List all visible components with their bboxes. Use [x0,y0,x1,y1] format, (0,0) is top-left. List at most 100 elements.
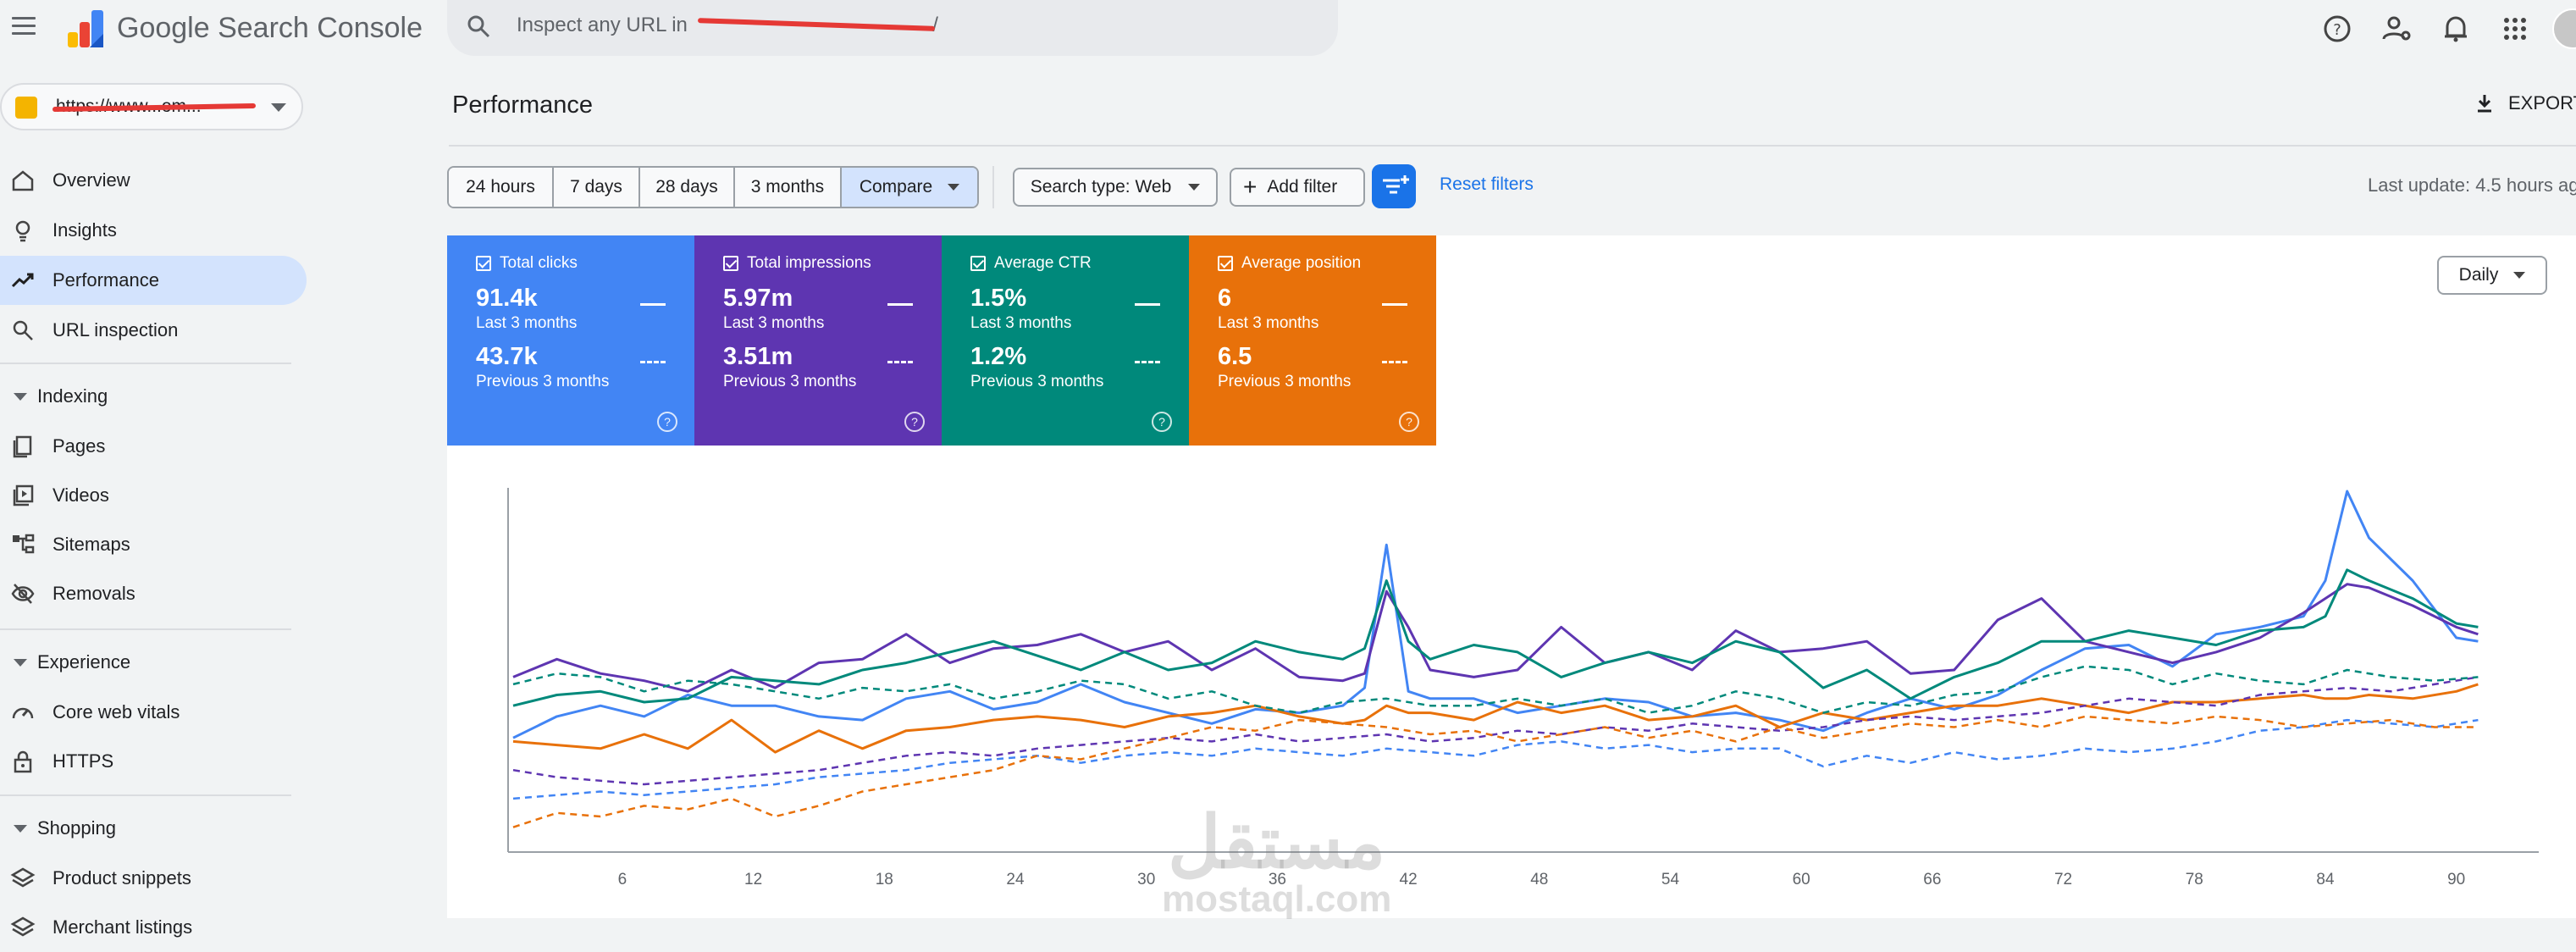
metric-previous-value: 1.2% [970,343,1027,370]
checkbox-icon[interactable] [970,256,986,271]
range-chip-7-days[interactable]: 7 days [554,168,640,207]
sidebar-item-label: Pages [53,435,106,457]
help-icon[interactable]: ? [1399,412,1419,432]
chevron-down-icon [948,184,960,191]
search-console-logo [68,10,103,47]
sidebar-section-experience[interactable]: Experience [0,645,130,679]
sidebar-item-insights[interactable]: Insights [0,206,307,255]
url-inspect-search-bar[interactable]: Inspect any URL in / [447,0,1338,56]
series-line-6-dashed [512,665,2479,714]
x-tick-label: 84 [2316,871,2335,888]
sidebar-section-indexing[interactable]: Indexing [0,379,108,413]
metric-previous-value: 43.7k [476,343,538,370]
sidebar-item-removals[interactable]: Removals [0,569,307,618]
metric-value: 6 [1218,285,1232,312]
metric-tile-total-clicks[interactable]: Total clicks 91.4k Last 3 months 43.7k P… [447,235,694,446]
checkbox-icon[interactable] [1218,256,1233,271]
sidebar-item-label: Videos [53,484,109,506]
chevron-down-icon [271,103,286,112]
search-icon [13,320,33,340]
metric-title: Average position [1241,254,1362,272]
search-type-label: Search type: Web [1030,177,1172,196]
download-icon [2478,95,2491,113]
x-tick-label: 12 [744,871,762,888]
sidebar-item-core-web-vitals[interactable]: Core web vitals [0,688,307,737]
granularity-label: Daily [2458,265,2499,285]
range-chip-28-days[interactable]: 28 days [640,168,735,207]
sidebar-item-merchant-listings[interactable]: Merchant listings [0,903,307,952]
lock-icon [14,750,32,773]
sidebar-section-title: Indexing [37,385,108,407]
range-chip-3-months[interactable]: 3 months [735,168,842,207]
sidebar-item-overview[interactable]: Overview [0,156,307,205]
help-icon[interactable]: ? [1152,412,1172,432]
search-input[interactable]: Inspect any URL in / [517,14,938,37]
export-button[interactable]: EXPORT [2473,91,2576,115]
filter-options-button[interactable] [1372,164,1416,208]
sidebar-item-label: Core web vitals [53,701,180,722]
help-icon[interactable]: ? [904,412,925,432]
notifications-icon[interactable] [2439,12,2473,46]
apps-icon[interactable] [2498,12,2532,46]
metric-previous-value: 3.51m [723,343,793,370]
sidebar-item-label: HTTPS [53,750,114,772]
sidebar-divider [0,363,291,364]
x-tick-label: 60 [1793,871,1810,888]
search-type-filter[interactable]: Search type: Web [1013,168,1218,207]
metric-title: Average CTR [994,254,1092,272]
series-line-4-dashed [512,718,2479,800]
x-tick-label: 42 [1400,871,1418,888]
metric-period: Last 3 months [476,314,578,332]
layers-icon [10,916,36,937]
sidebar-item-url-inspection[interactable]: URL inspection [0,306,307,355]
x-tick-label: 78 [2186,871,2203,888]
add-filter-button[interactable]: + Add filter [1230,168,1365,207]
filter-divider [992,166,994,208]
dashed-line-legend [640,361,666,363]
site-favicon [15,97,37,119]
dashed-line-legend [887,361,913,363]
sidebar-item-videos[interactable]: Videos [0,471,307,520]
search-url-suffix: / [932,14,938,36]
granularity-select[interactable]: Daily [2437,256,2547,295]
sidebar-item-https[interactable]: HTTPS [0,737,307,786]
svg-text:?: ? [2333,21,2341,39]
help-icon[interactable]: ? [657,412,677,432]
performance-chart: 6 12 18 24 30 36 42 48 54 60 66 72 78 84 90 [507,488,2539,888]
manage-users-icon[interactable] [2380,12,2413,46]
range-chip-24-hours[interactable]: 24 hours [449,168,554,207]
compare-label: Compare [859,177,933,196]
filter-list-icon [1383,175,1409,194]
x-tick-label: 48 [1530,871,1548,888]
metric-period: Last 3 months [723,314,825,332]
eye-off-icon [11,584,35,604]
compare-chip[interactable]: Compare [842,168,977,207]
layers-icon [10,867,36,888]
sidebar-item-pages[interactable]: Pages [0,422,307,471]
dashed-line-legend [1135,361,1160,363]
page-title: Performance [452,91,594,119]
metric-tile-average-position[interactable]: Average position 6 Last 3 months 6.5 Pre… [1189,235,1436,446]
metric-title: Total clicks [500,254,578,272]
lightbulb-icon [15,220,30,242]
sidebar-item-product-snippets[interactable]: Product snippets [0,854,307,903]
metric-tile-average-ctr[interactable]: Average CTR 1.5% Last 3 months 1.2% Prev… [942,235,1189,446]
series-line-1-solid [512,583,2479,693]
property-selector[interactable]: https://www...om... [0,83,303,130]
checkbox-icon[interactable] [723,256,738,271]
help-icon[interactable]: ? [2320,12,2354,46]
speed-icon [12,707,34,719]
sidebar-item-sitemaps[interactable]: Sitemaps [0,520,307,569]
pages-icon [13,435,32,458]
checkbox-icon[interactable] [476,256,491,271]
series-line-0-solid [512,490,2479,739]
sidebar-item-performance[interactable]: Performance [0,256,307,305]
chevron-down-icon [14,824,27,833]
reset-filters-link[interactable]: Reset filters [1440,174,1534,194]
sidebar-item-label: Merchant listings [53,916,193,938]
main-menu-icon[interactable] [12,17,36,37]
series-line-5-dashed [512,676,2479,786]
metric-value: 5.97m [723,285,793,312]
sidebar-section-shopping[interactable]: Shopping [0,811,116,845]
metric-tile-total-impressions[interactable]: Total impressions 5.97m Last 3 months 3.… [694,235,942,446]
